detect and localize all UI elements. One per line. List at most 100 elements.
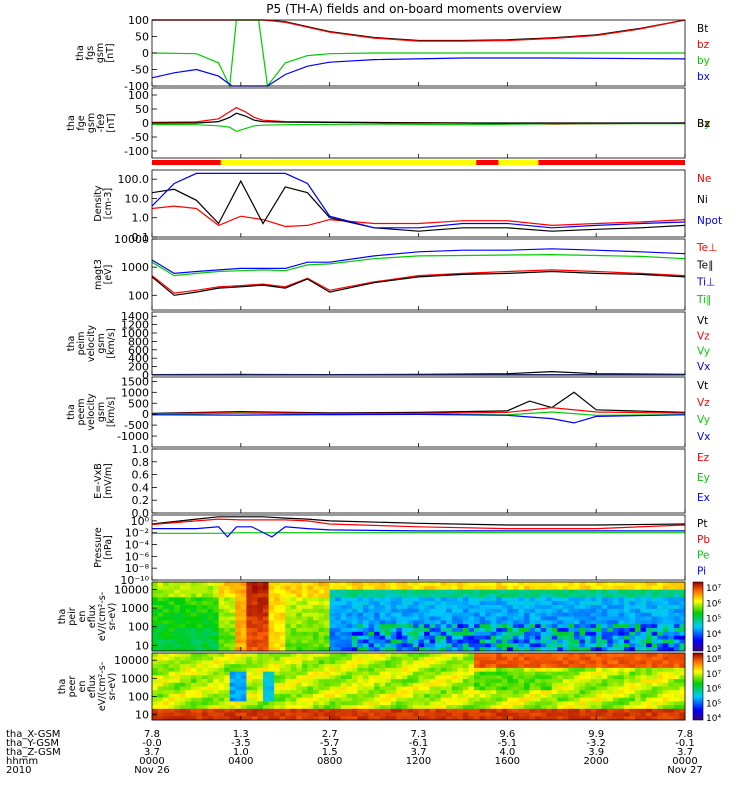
- heatmap-cell: [313, 690, 319, 695]
- heatmap-cell: [157, 671, 164, 676]
- heatmap-cell: [612, 631, 619, 637]
- heatmap-cell: [335, 639, 342, 644]
- heatmap-cell: [396, 597, 403, 602]
- heatmap-cell: [374, 593, 381, 598]
- heatmap-cell: [396, 671, 403, 676]
- heatmap-cell: [152, 582, 158, 587]
- y-tick-label: 10: [135, 709, 149, 722]
- heatmap-cell: [646, 593, 653, 598]
- heatmap-cell: [546, 597, 553, 602]
- heatmap-cell: [607, 616, 614, 621]
- heatmap-cell: [540, 693, 547, 699]
- heatmap-cell: [213, 682, 220, 687]
- heatmap-cell: [440, 682, 447, 687]
- heatmap-cell: [607, 686, 614, 691]
- heatmap-cell: [457, 716, 464, 721]
- heatmap-cell: [174, 679, 181, 684]
- heatmap-cell: [468, 593, 475, 598]
- heatmap-cell: [662, 616, 669, 621]
- y-axis-label: [cm-3]: [103, 188, 114, 219]
- heatmap-cell: [274, 628, 281, 633]
- heatmap-cell: [263, 601, 269, 606]
- heatmap-cell: [523, 693, 530, 699]
- heatmap-cell: [557, 628, 564, 633]
- heatmap-cell: [163, 631, 170, 637]
- heatmap-cell: [152, 660, 158, 665]
- heatmap-cell: [462, 656, 469, 661]
- heatmap-cell: [412, 701, 419, 706]
- heatmap-cell: [418, 631, 425, 637]
- heatmap-cell: [485, 705, 492, 710]
- heatmap-cell: [279, 701, 286, 706]
- heatmap-cell: [446, 690, 453, 695]
- heatmap-cell: [568, 705, 575, 710]
- colorbar-tick-label: 10⁸: [706, 655, 721, 665]
- heatmap-cell: [224, 686, 231, 691]
- heatmap-cell: [629, 643, 636, 648]
- heatmap-cell: [313, 631, 319, 637]
- heatmap-cell: [318, 656, 325, 661]
- heatmap-cell: [307, 690, 314, 695]
- heatmap-cell: [635, 631, 641, 637]
- heatmap-cell: [474, 705, 480, 710]
- heatmap-cell: [679, 671, 686, 676]
- heatmap-cell: [362, 660, 369, 665]
- heatmap-cell: [429, 664, 436, 669]
- heatmap-cell: [440, 593, 447, 598]
- heatmap-cell: [518, 660, 525, 665]
- heatmap-cell: [612, 682, 619, 687]
- heatmap-cell: [623, 643, 630, 648]
- heatmap-cell: [596, 647, 603, 652]
- heatmap-cell: [535, 616, 542, 621]
- heatmap-cell: [512, 635, 519, 640]
- heatmap-cell: [362, 682, 369, 687]
- heatmap-cell: [185, 675, 192, 680]
- heatmap-cell: [346, 612, 353, 617]
- legend-entry: bx: [697, 71, 710, 83]
- heatmap-cell: [612, 643, 619, 648]
- heatmap-cell: [673, 712, 680, 717]
- heatmap-cell: [451, 635, 458, 640]
- heatmap-cell: [623, 653, 630, 658]
- series-line-ne: [151, 205, 686, 228]
- heatmap-cell: [540, 582, 547, 587]
- heatmap-cell: [507, 647, 514, 652]
- heatmap-cell: [190, 612, 197, 617]
- heatmap-cell: [374, 624, 381, 629]
- heatmap-cell: [274, 597, 281, 602]
- heatmap-cell: [646, 643, 653, 648]
- heatmap-cell: [468, 712, 475, 717]
- heatmap-cell: [651, 597, 658, 602]
- heatmap-cell: [462, 660, 469, 665]
- heatmap-cell: [629, 605, 636, 610]
- heatmap-cell: [407, 660, 414, 665]
- heatmap-cell: [590, 628, 597, 633]
- heatmap-cell: [357, 620, 364, 625]
- heatmap-cell: [340, 693, 347, 699]
- heatmap-cell: [629, 589, 636, 594]
- heatmap-cell: [546, 690, 553, 695]
- heatmap-cell: [368, 593, 375, 598]
- heatmap-cell: [651, 708, 658, 713]
- heatmap-cell: [451, 679, 458, 684]
- heatmap-cell: [640, 664, 647, 669]
- heatmap-cell: [512, 597, 519, 602]
- heatmap-cell: [385, 716, 392, 721]
- heatmap-cell: [662, 593, 669, 598]
- heatmap-cell: [579, 675, 586, 680]
- heatmap-cell: [274, 697, 281, 702]
- heatmap-cell: [229, 664, 236, 669]
- heatmap-cell: [551, 690, 558, 695]
- heatmap-cell: [451, 647, 458, 652]
- heatmap-cell: [579, 686, 586, 691]
- heatmap-cell: [224, 643, 231, 648]
- heatmap-cell: [379, 601, 386, 606]
- heatmap-cell: [185, 667, 192, 673]
- heatmap-cell: [290, 612, 297, 617]
- heatmap-cell: [512, 701, 519, 706]
- heatmap-cell: [590, 656, 597, 661]
- heatmap-cell: [152, 601, 158, 606]
- heatmap-cell: [590, 616, 597, 621]
